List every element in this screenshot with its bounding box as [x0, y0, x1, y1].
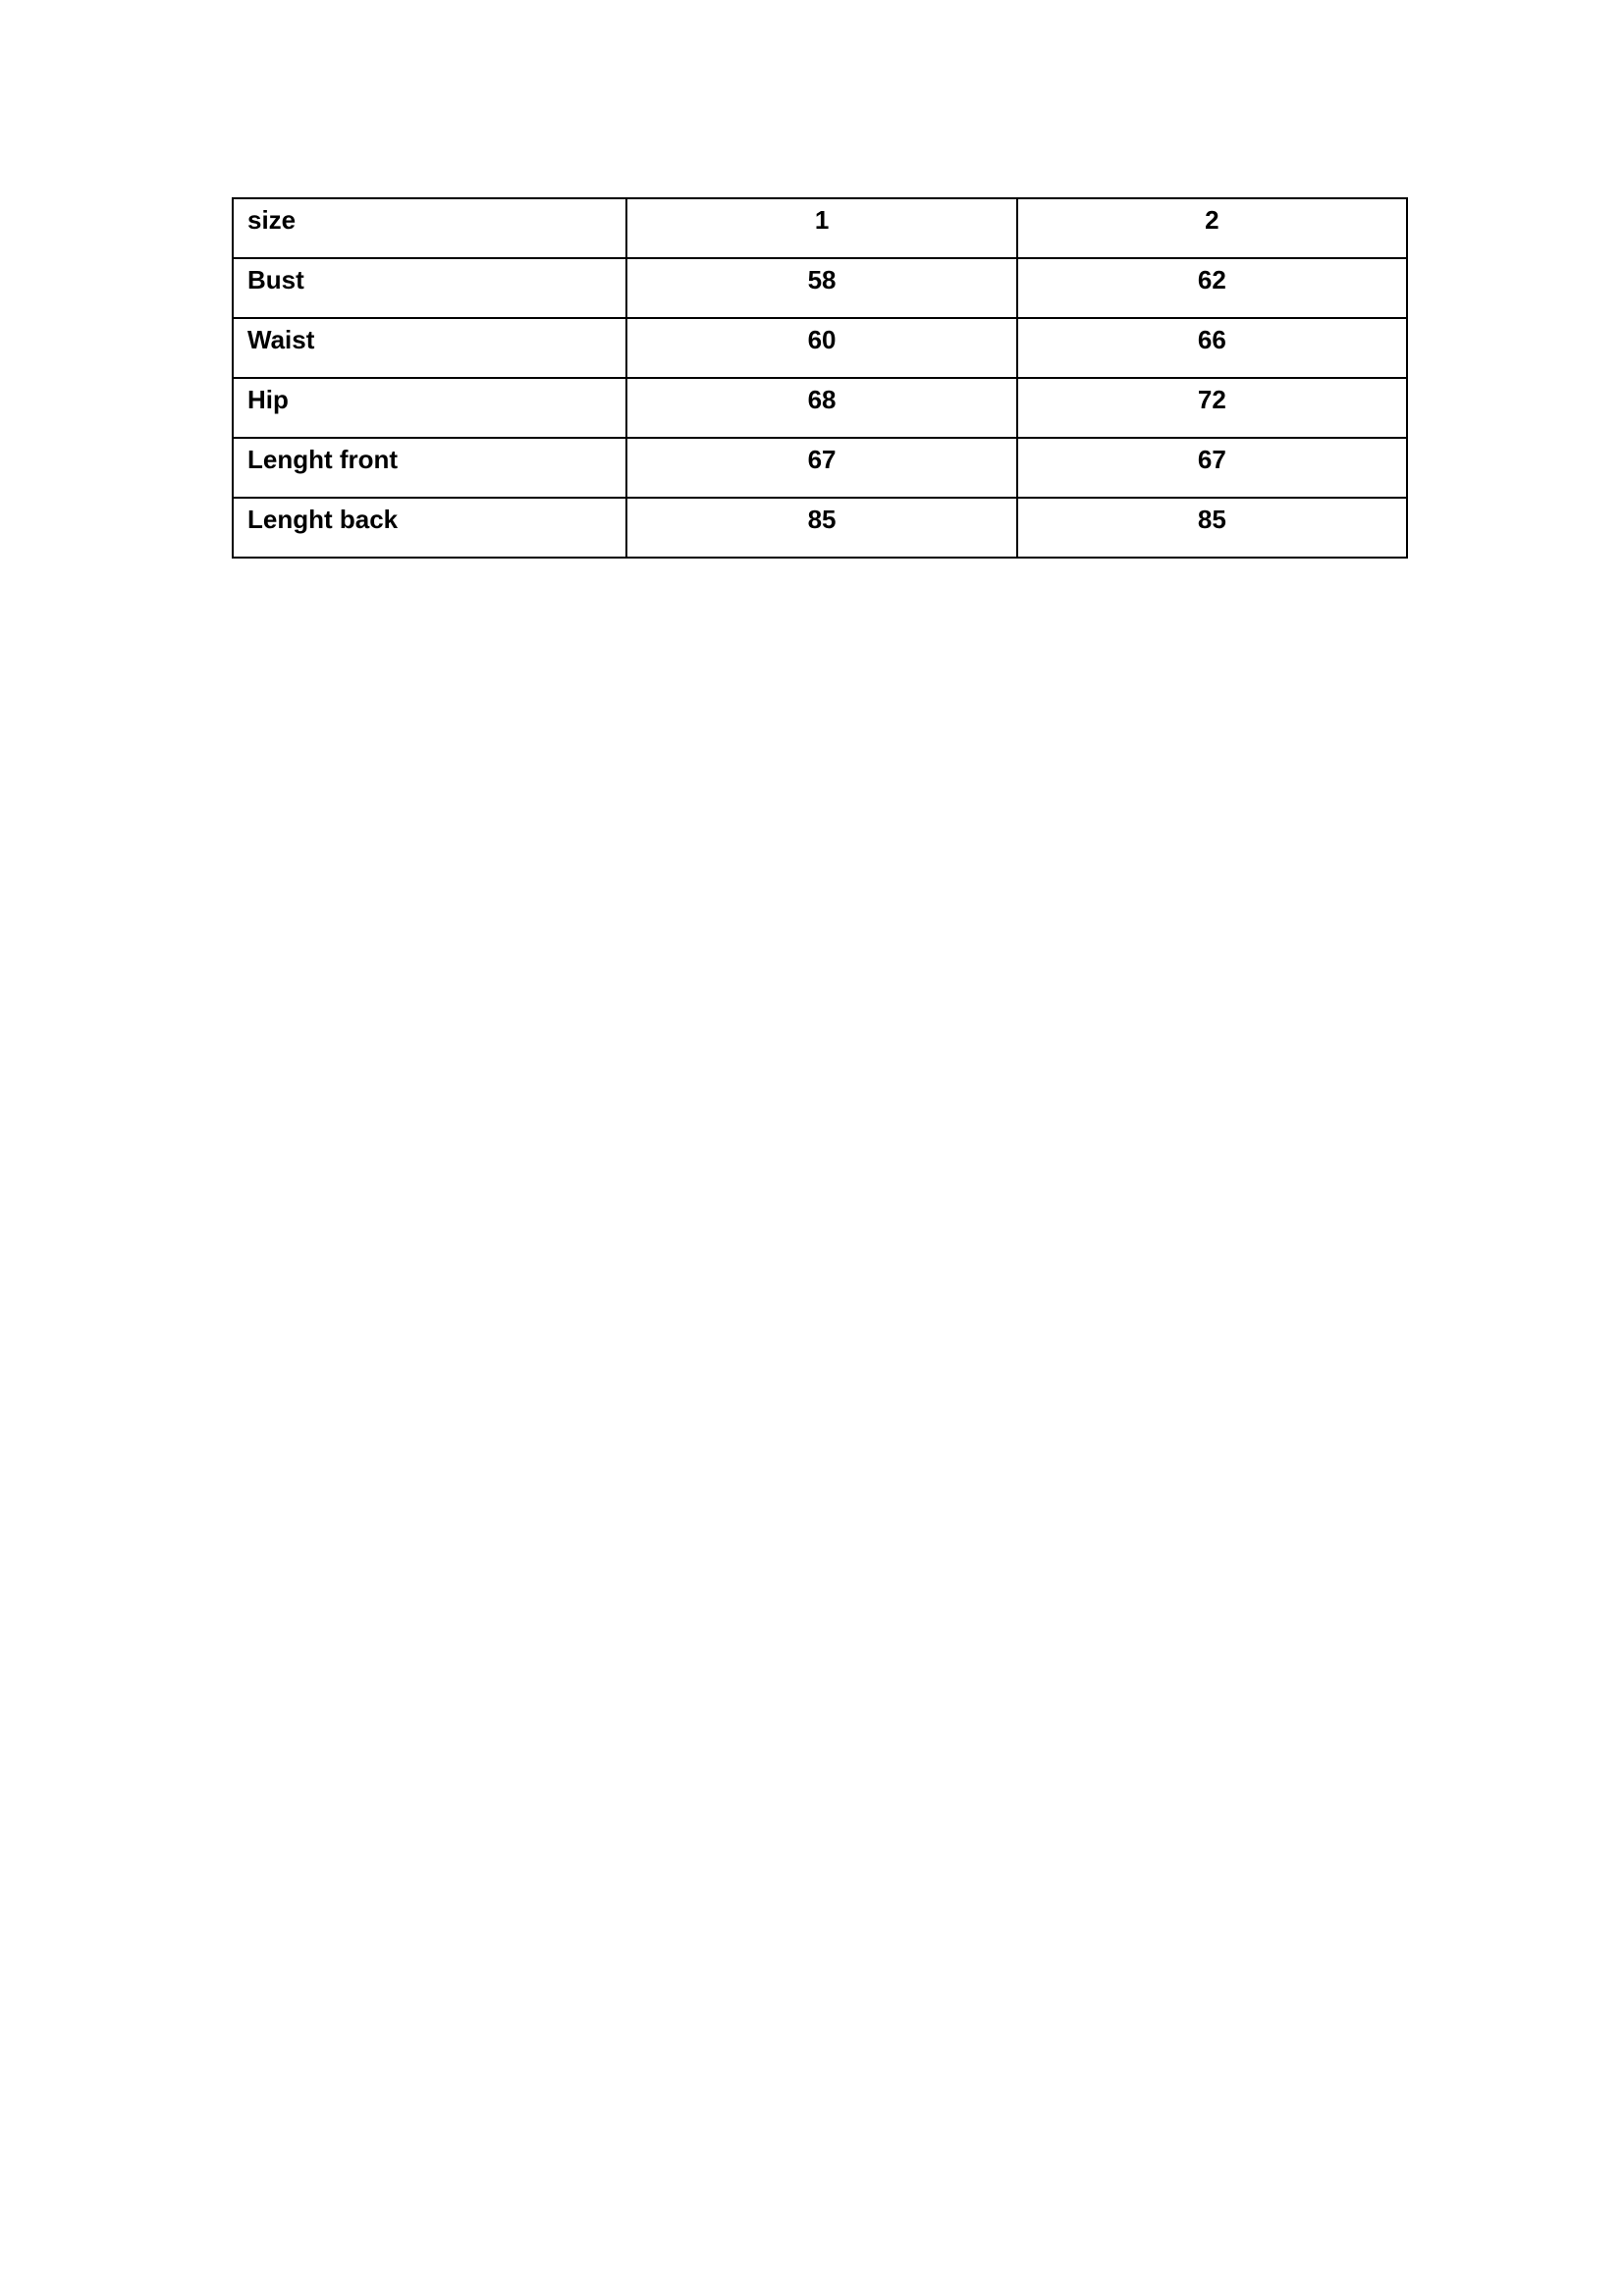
row-label: Lenght back	[231, 497, 628, 559]
table-row: Bust 58 62	[231, 257, 1409, 319]
row-label: Bust	[231, 257, 628, 319]
header-size-1: 1	[625, 197, 1018, 259]
table-row: Waist 60 66	[231, 317, 1409, 379]
cell-value: 72	[1015, 377, 1409, 439]
size-chart-table: size 1 2 Bust 58 62 Waist 60 66 Hip 68 7…	[231, 197, 1409, 559]
cell-value: 66	[1015, 317, 1409, 379]
table-row: Hip 68 72	[231, 377, 1409, 439]
cell-value: 58	[625, 257, 1018, 319]
cell-value: 85	[1015, 497, 1409, 559]
row-label: Waist	[231, 317, 628, 379]
cell-value: 67	[1015, 437, 1409, 499]
row-label: Hip	[231, 377, 628, 439]
cell-value: 68	[625, 377, 1018, 439]
cell-value: 62	[1015, 257, 1409, 319]
header-size-2: 2	[1015, 197, 1409, 259]
cell-value: 85	[625, 497, 1018, 559]
cell-value: 60	[625, 317, 1018, 379]
header-label: size	[231, 197, 628, 259]
table-row: Lenght front 67 67	[231, 437, 1409, 499]
row-label: Lenght front	[231, 437, 628, 499]
table-row: Lenght back 85 85	[231, 497, 1409, 559]
cell-value: 67	[625, 437, 1018, 499]
table-header-row: size 1 2	[231, 197, 1409, 259]
